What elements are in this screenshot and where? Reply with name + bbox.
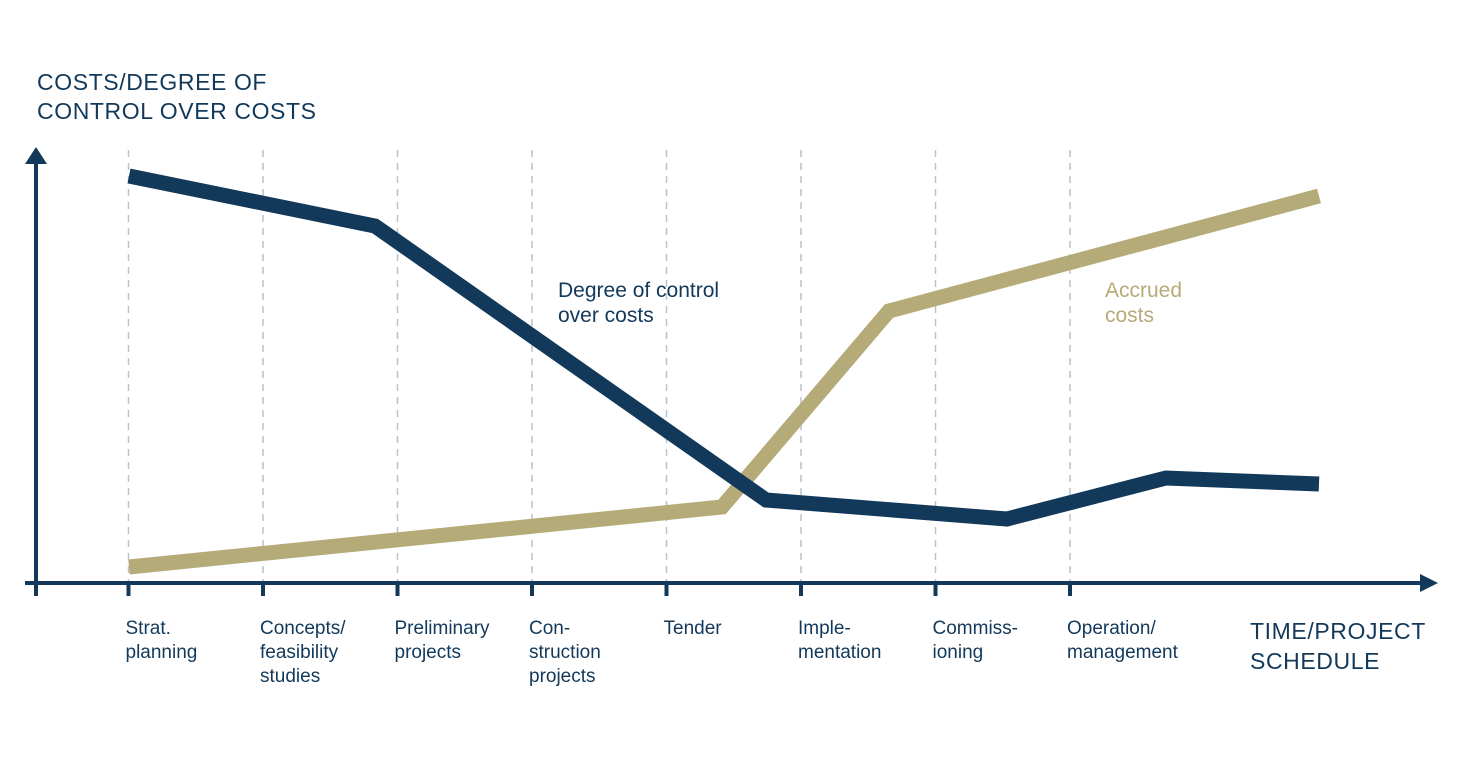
y-axis-title: COSTS/DEGREE OF CONTROL OVER COSTS bbox=[37, 69, 317, 124]
x-axis-label: Operation/ management bbox=[1067, 618, 1178, 663]
x-axis-label: Commiss- ioning bbox=[932, 618, 1019, 663]
x-axis-label: Con- struction projects bbox=[529, 618, 601, 687]
x-axis-title: TIME/PROJECT SCHEDULE bbox=[1250, 618, 1426, 674]
x-axis-label: Preliminary projects bbox=[394, 618, 490, 663]
x-axis-arrow-icon bbox=[1420, 574, 1438, 592]
series-label-degree-of-control: Degree of control over costs bbox=[558, 279, 720, 327]
x-axis-label: Strat. planning bbox=[125, 618, 198, 663]
accrued-costs-line bbox=[128, 188, 1321, 575]
x-axis-label: Tender bbox=[663, 618, 722, 639]
degree-of-control-line bbox=[127, 168, 1320, 527]
y-axis-arrow-icon bbox=[25, 147, 47, 164]
x-axis-label: Concepts/ feasibility studies bbox=[260, 618, 346, 687]
x-axis-label: Imple- mentation bbox=[798, 618, 882, 663]
series-label-accrued-costs: Accrued costs bbox=[1105, 279, 1183, 327]
